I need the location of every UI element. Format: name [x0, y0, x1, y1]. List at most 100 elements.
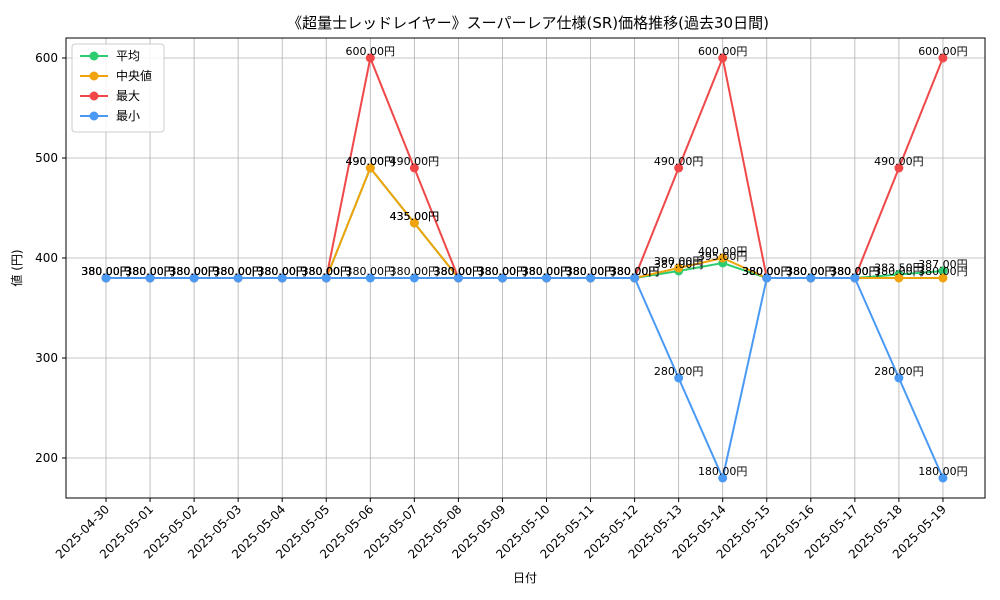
data-label: 380.00円 — [786, 265, 836, 278]
data-label: 380.00円 — [257, 265, 307, 278]
data-label: 380.00円 — [213, 265, 263, 278]
data-label: 435.00円 — [390, 210, 440, 223]
data-label: 280.00円 — [874, 365, 924, 378]
data-label: 380.00円 — [302, 265, 352, 278]
data-label: 380.00円 — [257, 265, 307, 278]
data-label: 380.00円 — [213, 265, 263, 278]
data-label: 380.00円 — [125, 265, 175, 278]
data-point — [718, 473, 728, 483]
data-label: 180.00円 — [918, 465, 968, 478]
data-label: 380.00円 — [742, 265, 792, 278]
y-tick-label: 400 — [35, 251, 58, 265]
data-label: 600.00円 — [918, 45, 968, 58]
data-label: 380.00円 — [566, 265, 616, 278]
data-label: 490.00円 — [346, 155, 396, 168]
legend-marker — [89, 51, 99, 61]
data-label: 490.00円 — [874, 155, 924, 168]
legend-box — [71, 43, 165, 133]
y-tick-layer: 200 300 400 500 600 — [35, 51, 66, 465]
data-label: 380.00円 — [874, 265, 924, 278]
legend-marker — [89, 91, 99, 101]
data-label: 380.00円 — [786, 265, 836, 278]
data-point — [938, 273, 948, 283]
data-label: 380.00円 — [302, 265, 352, 278]
data-label: 380.00円 — [478, 265, 528, 278]
data-point — [938, 266, 948, 276]
data-label: 380.00円 — [742, 265, 792, 278]
data-label: 380.00円 — [478, 265, 528, 278]
data-label: 380.00円 — [610, 265, 660, 278]
chart-title: 《超量士レッドレイヤー》スーパーレア仕様(SR)価格推移(過去30日間) — [287, 14, 769, 32]
data-point — [938, 473, 948, 483]
data-point — [674, 263, 684, 273]
data-label: 380.00円 — [125, 265, 175, 278]
data-label: 380.00円 — [522, 265, 572, 278]
data-label-layer: 380.00円380.00円380.00円380.00円380.00円380.0… — [81, 45, 967, 478]
data-point — [718, 253, 728, 263]
data-label: 380.00円 — [918, 265, 968, 278]
y-axis-label: 値 (円) — [9, 249, 24, 286]
data-point — [409, 163, 419, 173]
data-label: 380.00円 — [302, 265, 352, 278]
data-label: 380.00円 — [81, 265, 131, 278]
data-label: 380.00円 — [125, 265, 175, 278]
legend-label: 最大 — [116, 89, 140, 103]
data-label: 380.00円 — [257, 265, 307, 278]
data-label: 387.00円 — [654, 258, 704, 271]
data-label: 380.00円 — [213, 265, 263, 278]
data-label: 380.00円 — [390, 265, 440, 278]
data-label: 490.00円 — [390, 155, 440, 168]
data-label: 380.00円 — [830, 265, 880, 278]
data-label: 380.00円 — [434, 265, 484, 278]
data-point — [365, 53, 375, 63]
data-label: 383.50円 — [874, 262, 924, 275]
data-label: 380.00円 — [478, 265, 528, 278]
data-label: 380.00円 — [522, 265, 572, 278]
data-point — [365, 273, 375, 283]
data-point — [894, 273, 904, 283]
data-label: 380.00円 — [742, 265, 792, 278]
data-label: 380.00円 — [610, 265, 660, 278]
data-label: 380.00円 — [786, 265, 836, 278]
data-point — [409, 273, 419, 283]
data-point — [409, 218, 419, 228]
legend-label: 中央値 — [116, 68, 152, 83]
legend-marker — [89, 111, 99, 121]
series-line — [106, 277, 944, 482]
data-label: 380.00円 — [169, 265, 219, 278]
data-label: 380.00円 — [786, 265, 836, 278]
data-point — [233, 273, 243, 283]
data-label: 380.00円 — [566, 265, 616, 278]
data-label: 490.00円 — [346, 155, 396, 168]
data-label: 380.00円 — [610, 265, 660, 278]
data-point — [497, 273, 507, 283]
data-label: 380.00円 — [81, 265, 131, 278]
data-label: 380.00円 — [81, 265, 131, 278]
data-label: 395.00円 — [698, 250, 748, 263]
data-point — [674, 373, 684, 383]
plot-frame — [65, 37, 986, 499]
data-point — [542, 273, 551, 283]
data-point — [718, 53, 728, 63]
legend-label: 最小 — [116, 109, 140, 123]
data-label: 600.00円 — [698, 45, 748, 58]
series-layer — [101, 53, 948, 483]
data-point — [586, 273, 596, 283]
data-label: 380.00円 — [125, 265, 175, 278]
data-point — [189, 273, 199, 283]
data-label: 380.00円 — [830, 265, 880, 278]
data-point — [894, 373, 904, 383]
data-label: 380.00円 — [434, 265, 484, 278]
data-label: 380.00円 — [257, 265, 307, 278]
data-label: 380.00円 — [566, 265, 616, 278]
data-point — [145, 273, 155, 283]
data-label: 380.00円 — [522, 265, 572, 278]
data-label: 387.00円 — [918, 258, 968, 271]
data-point — [630, 273, 640, 283]
y-tick-label: 500 — [35, 151, 58, 165]
data-label: 180.00円 — [698, 465, 748, 478]
data-point — [321, 273, 331, 283]
data-label: 380.00円 — [566, 265, 616, 278]
